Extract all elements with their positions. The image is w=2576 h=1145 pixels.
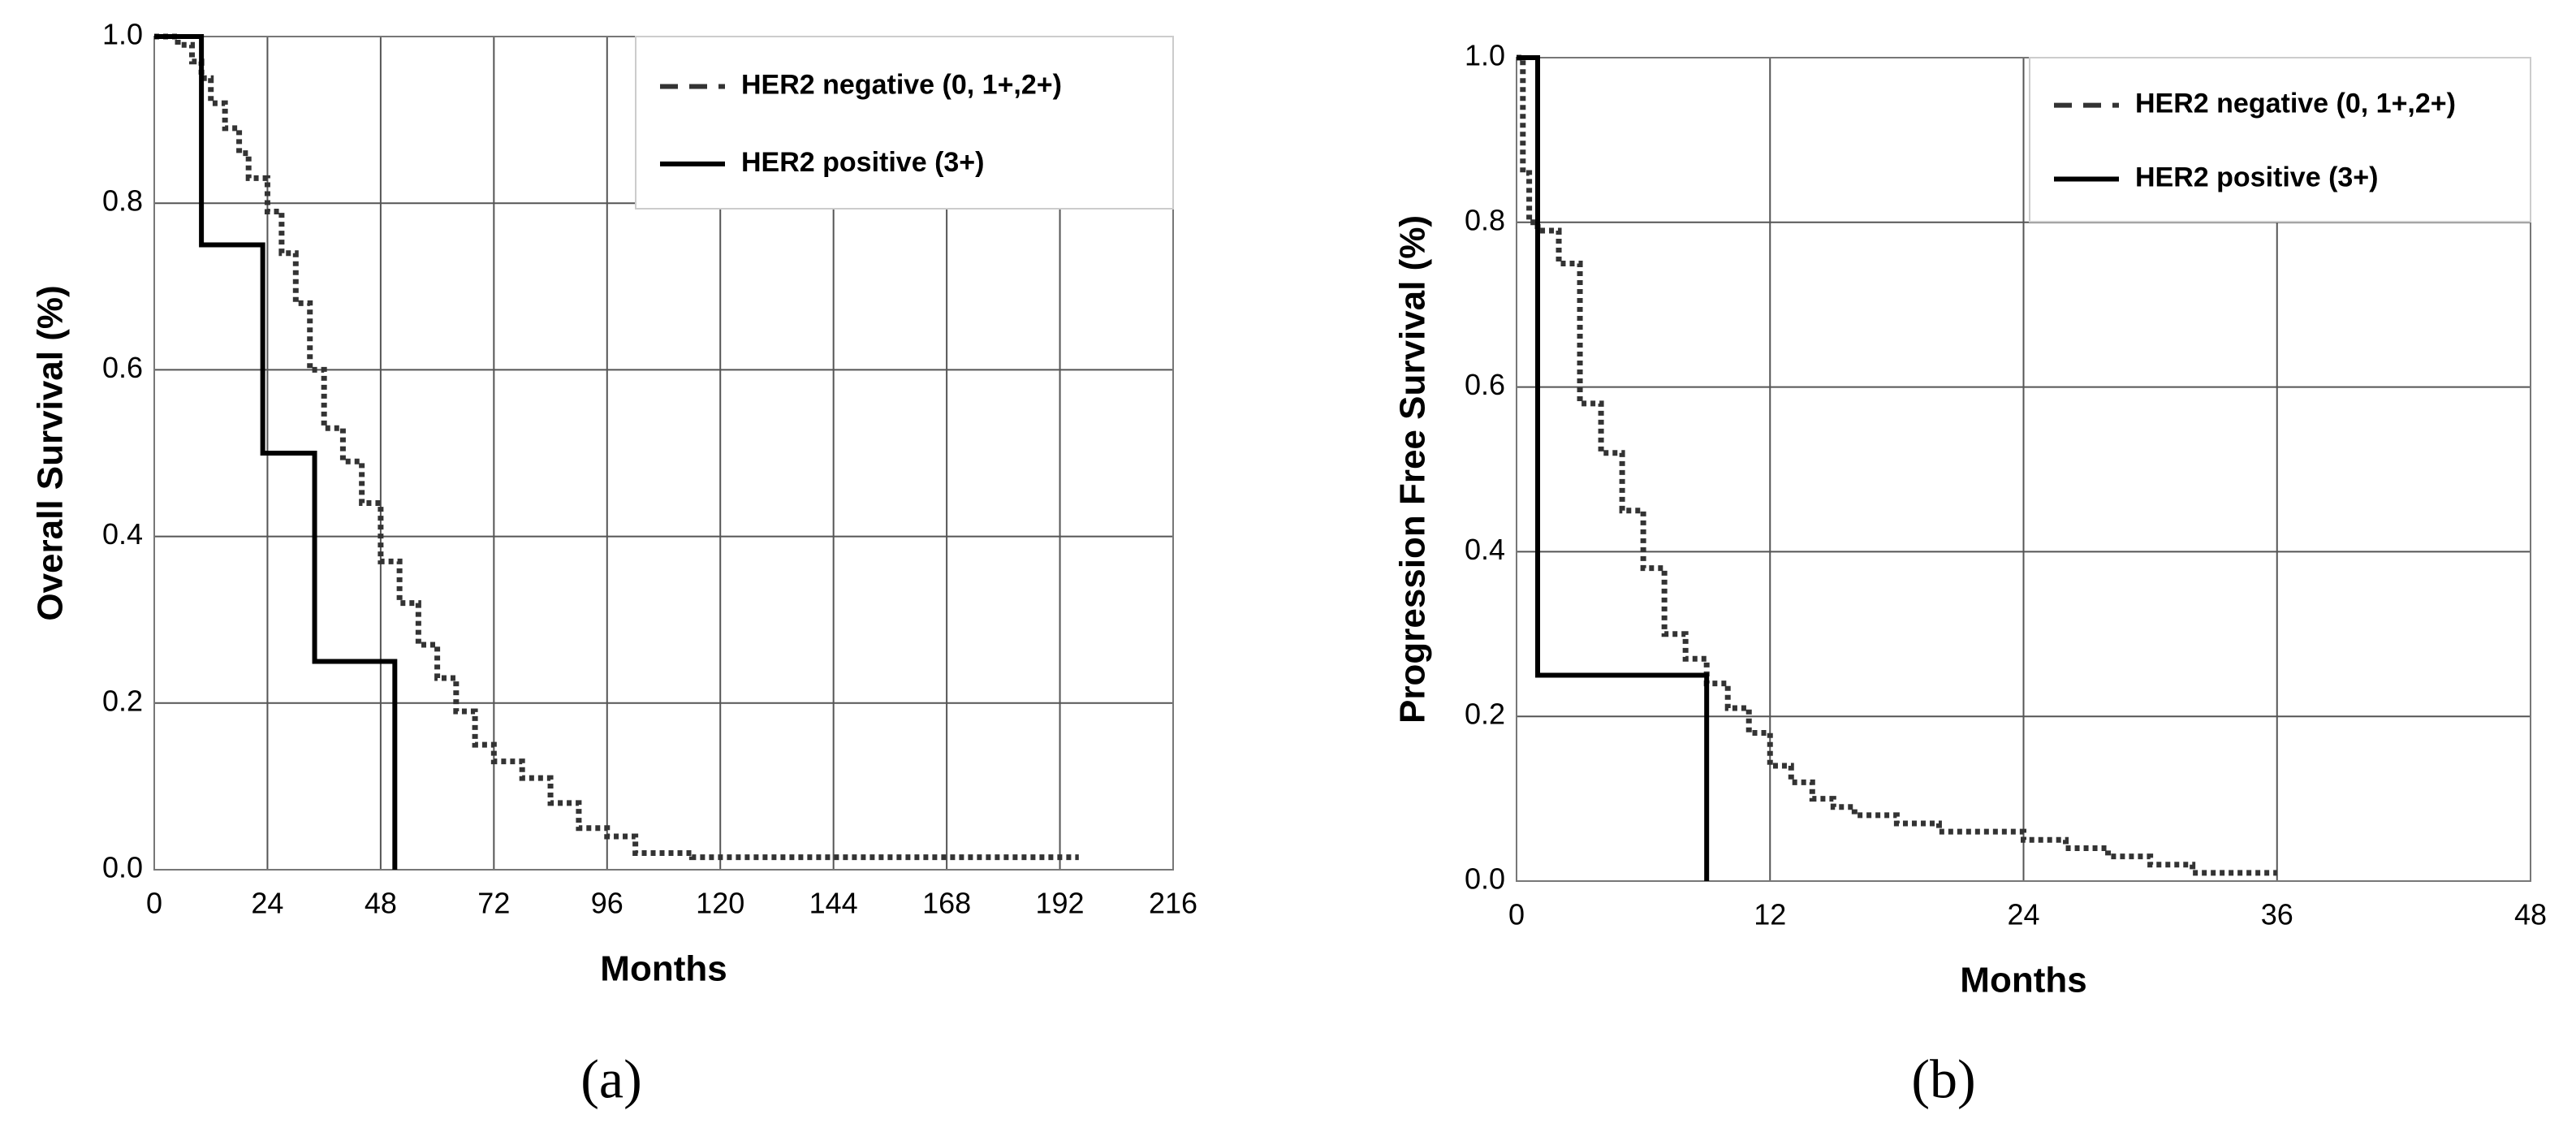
x-axis-title: Months bbox=[1960, 961, 2086, 1000]
y-tick-label: 0.0 bbox=[1465, 862, 1505, 896]
y-tick-label: 0.0 bbox=[102, 851, 143, 884]
x-tick-label: 24 bbox=[251, 887, 283, 920]
y-tick-label: 0.4 bbox=[1465, 533, 1505, 566]
x-tick-label: 120 bbox=[696, 887, 744, 920]
y-tick-label: 0.6 bbox=[1465, 368, 1505, 401]
legend-label: HER2 negative (0, 1+,2+) bbox=[741, 69, 1062, 100]
survival-line bbox=[1517, 55, 1710, 881]
legend-label: HER2 positive (3+) bbox=[741, 147, 984, 178]
legend-label: HER2 negative (0, 1+,2+) bbox=[2135, 89, 2456, 119]
caption: (a) bbox=[580, 1048, 641, 1110]
x-tick-label: 144 bbox=[809, 887, 858, 920]
legend-box bbox=[635, 36, 1174, 210]
x-tick-label: 72 bbox=[477, 887, 510, 920]
y-axis-title: Progression Free Survival (%) bbox=[1393, 215, 1433, 724]
plot-frame bbox=[1516, 57, 2531, 882]
x-tick-label: 192 bbox=[1036, 887, 1085, 920]
survival-line bbox=[154, 33, 1079, 861]
x-tick-label: 0 bbox=[1508, 898, 1525, 931]
x-tick-label: 216 bbox=[1149, 887, 1197, 920]
caption: (b) bbox=[1911, 1048, 1975, 1110]
y-tick-label: 1.0 bbox=[102, 18, 143, 51]
survival-line bbox=[154, 34, 398, 870]
x-tick-label: 48 bbox=[2514, 898, 2547, 931]
y-tick-label: 0.2 bbox=[1465, 698, 1505, 731]
x-tick-label: 168 bbox=[922, 887, 971, 920]
legend-label: HER2 positive (3+) bbox=[2135, 162, 2378, 192]
x-axis-title: Months bbox=[600, 949, 727, 989]
y-tick-label: 0.2 bbox=[102, 684, 143, 717]
x-tick-label: 36 bbox=[2261, 898, 2293, 931]
y-tick-label: 0.6 bbox=[102, 351, 143, 384]
y-axis-title: Overall Survival (%) bbox=[31, 285, 71, 620]
x-tick-label: 48 bbox=[365, 887, 397, 920]
x-tick-label: 0 bbox=[146, 887, 162, 920]
y-tick-label: 1.0 bbox=[1465, 39, 1505, 72]
x-tick-label: 96 bbox=[591, 887, 624, 920]
x-tick-label: 24 bbox=[2007, 898, 2039, 931]
legend-box bbox=[2029, 57, 2531, 223]
y-tick-label: 0.8 bbox=[102, 184, 143, 218]
survival-line bbox=[1517, 54, 2277, 876]
y-tick-label: 0.8 bbox=[1465, 203, 1505, 236]
y-tick-label: 0.4 bbox=[102, 517, 143, 551]
x-tick-label: 12 bbox=[1754, 898, 1786, 931]
